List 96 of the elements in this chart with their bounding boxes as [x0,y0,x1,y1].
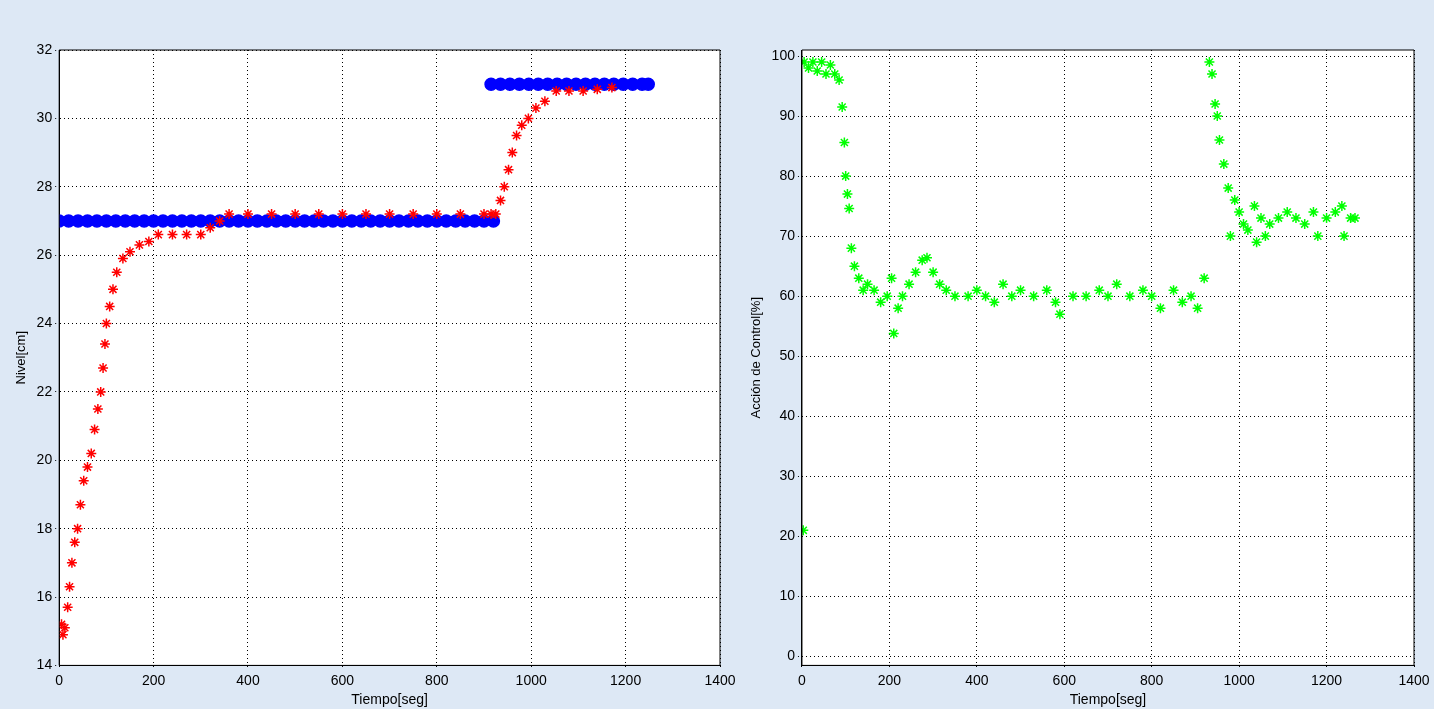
point [143,235,155,248]
y-tick-label: 32 [36,40,53,57]
point [204,222,216,234]
y-tick-label: 20 [779,527,796,544]
x-axis-title: Tiempo[seg] [1069,691,1147,708]
y-tick-label: 30 [36,109,53,126]
point [77,475,90,487]
point [103,300,116,313]
y-tick-label: 70 [779,226,796,243]
x-tick-label: 800 [1140,671,1164,688]
x-tick-label: 600 [1052,671,1077,688]
x-tick-label: 1200 [1310,671,1343,688]
point [107,283,119,296]
y-tick-label: 28 [36,177,53,194]
point [530,102,542,114]
point [407,208,419,220]
x-tick-label: 1200 [610,671,642,688]
y-tick-label: 22 [36,382,53,399]
x-tick-label: 800 [425,671,449,688]
point [539,95,551,108]
y-tick-label: 10 [779,587,796,604]
point [152,228,165,241]
point [223,208,235,220]
point [180,228,193,241]
x-tick-label: 1400 [1398,671,1430,688]
point [360,208,372,220]
point [92,403,104,415]
point [99,338,111,350]
point [506,146,519,159]
y-tick-label: 16 [36,587,53,604]
point [502,163,515,176]
x-tick-label: 0 [798,671,807,688]
point [81,461,94,473]
y-tick-label: 0 [787,647,796,664]
point [94,386,107,398]
point [516,119,528,131]
point [431,208,443,220]
y-tick-label: 80 [779,166,796,183]
point [166,228,179,241]
point [59,622,71,634]
y-tick-label: 26 [36,245,53,262]
x-tick-label: 200 [141,671,166,688]
point [74,498,87,511]
y-tick-label: 60 [779,287,796,304]
point [289,208,301,220]
x-tick-label: 400 [236,671,260,688]
point [383,208,396,220]
x-tick-label: 400 [965,671,989,688]
point [606,81,618,94]
x-tick-label: 1000 [515,671,547,688]
point [563,85,575,97]
y-tick-label: 14 [36,656,53,673]
point [88,423,101,436]
point [498,181,511,193]
point [124,245,136,258]
point [265,208,278,220]
y-tick-label: 24 [36,314,53,331]
point [313,208,325,220]
point [195,228,207,241]
y-axis-title: Acción de Control[%] [748,297,764,419]
point [63,581,76,593]
point [117,252,129,265]
y-axis-title: Nivel[cm] [13,330,29,385]
y-tick-label: 50 [779,347,796,364]
point [100,317,113,330]
point [454,208,467,220]
point [97,362,109,374]
x-axis-title: Tiempo[seg] [351,691,428,708]
point [69,536,81,549]
x-tick-label: 1400 [704,671,736,688]
point [522,112,535,125]
point [66,557,78,569]
point [111,266,123,278]
point [59,628,69,641]
point [336,208,349,220]
y-tick-label: 20 [36,451,53,468]
x-tick-label: 0 [55,671,64,688]
y-tick-label: 100 [771,46,796,63]
y-tick-label: 30 [779,467,796,484]
point [71,522,84,535]
point [478,208,490,220]
y-tick-label: 18 [36,519,53,536]
x-tick-label: 200 [877,671,902,688]
y-tick-label: 90 [779,106,796,123]
point [577,85,589,97]
point [494,194,507,207]
point [591,83,604,96]
point [133,239,146,251]
point [242,208,254,220]
y-tick-label: 40 [779,407,796,424]
point [85,447,98,460]
point [61,601,74,614]
x-tick-label: 600 [330,671,355,688]
point [550,85,562,97]
point [510,129,523,142]
x-tick-label: 1000 [1223,671,1255,688]
